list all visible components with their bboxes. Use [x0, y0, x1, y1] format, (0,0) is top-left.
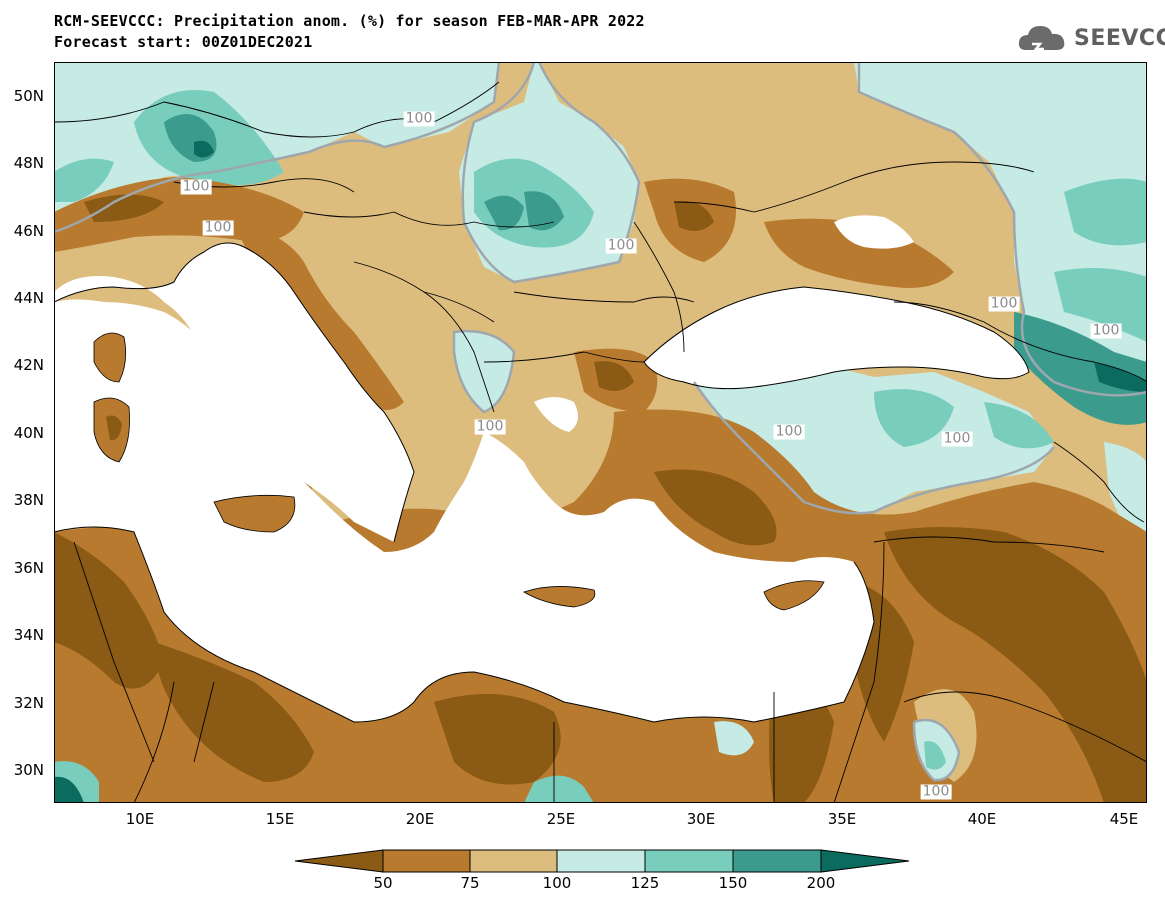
colorbar-segment	[732, 849, 822, 873]
coastlines	[54, 242, 1030, 723]
cloud-icon	[1018, 26, 1065, 51]
country-borders	[54, 81, 1147, 803]
colorbar	[295, 849, 910, 873]
forecast-start-label: Forecast start: 00Z01DEC2021	[54, 33, 313, 51]
colorbar-segment	[644, 849, 734, 873]
lon-label: 10E	[125, 810, 155, 828]
lat-label: 38N	[13, 491, 44, 509]
colorbar-label: 75	[460, 874, 480, 892]
contour-label: 100	[474, 418, 506, 435]
colorbar-segment	[295, 849, 384, 873]
islands	[93, 332, 825, 611]
sea-areas	[54, 215, 1029, 722]
precipitation-anomaly-map	[54, 62, 1147, 803]
lat-label: 34N	[13, 626, 44, 644]
colorbar-label: 100	[542, 874, 572, 892]
colorbar-segments	[295, 849, 910, 873]
colorbar-segment	[469, 849, 558, 873]
lon-label: 15E	[265, 810, 295, 828]
contour-label: 100	[941, 430, 973, 447]
contour-label: 100	[920, 783, 952, 800]
lat-label: 40N	[13, 424, 44, 442]
contour-100-lines	[54, 62, 1147, 782]
lat-label: 30N	[13, 761, 44, 779]
lon-label: 45E	[1109, 810, 1139, 828]
colorbar-label: 50	[373, 874, 393, 892]
contour-label: 100	[773, 423, 805, 440]
wet-regions-north	[54, 62, 1147, 425]
wet-spots-south	[54, 720, 959, 803]
lat-label: 48N	[13, 154, 44, 172]
logo-text: SEEVCCC	[1074, 26, 1165, 51]
seevccc-logo: SEEVCCC	[1016, 20, 1165, 60]
lat-label: 36N	[13, 559, 44, 577]
map-title: RCM-SEEVCCC: Precipitation anom. (%) for…	[54, 12, 645, 30]
colorbar-label: 125	[630, 874, 660, 892]
lat-label: 46N	[13, 222, 44, 240]
lat-label: 32N	[13, 694, 44, 712]
contour-label: 100	[988, 295, 1020, 312]
lon-label: 35E	[827, 810, 857, 828]
colorbar-label: 150	[718, 874, 748, 892]
colorbar-segment	[820, 849, 910, 873]
colorbar-segment	[382, 849, 471, 873]
lon-label: 20E	[405, 810, 435, 828]
contour-label: 100	[202, 219, 234, 236]
contour-label: 100	[403, 110, 435, 127]
contour-label: 100	[180, 178, 212, 195]
contour-label: 100	[605, 237, 637, 254]
lon-label: 30E	[686, 810, 716, 828]
contour-label: 100	[1090, 322, 1122, 339]
lat-label: 44N	[13, 289, 44, 307]
lon-label: 40E	[967, 810, 997, 828]
lon-label: 25E	[546, 810, 576, 828]
colorbar-segment	[556, 849, 646, 873]
lat-label: 50N	[13, 87, 44, 105]
lat-label: 42N	[13, 356, 44, 374]
colorbar-label: 200	[806, 874, 836, 892]
